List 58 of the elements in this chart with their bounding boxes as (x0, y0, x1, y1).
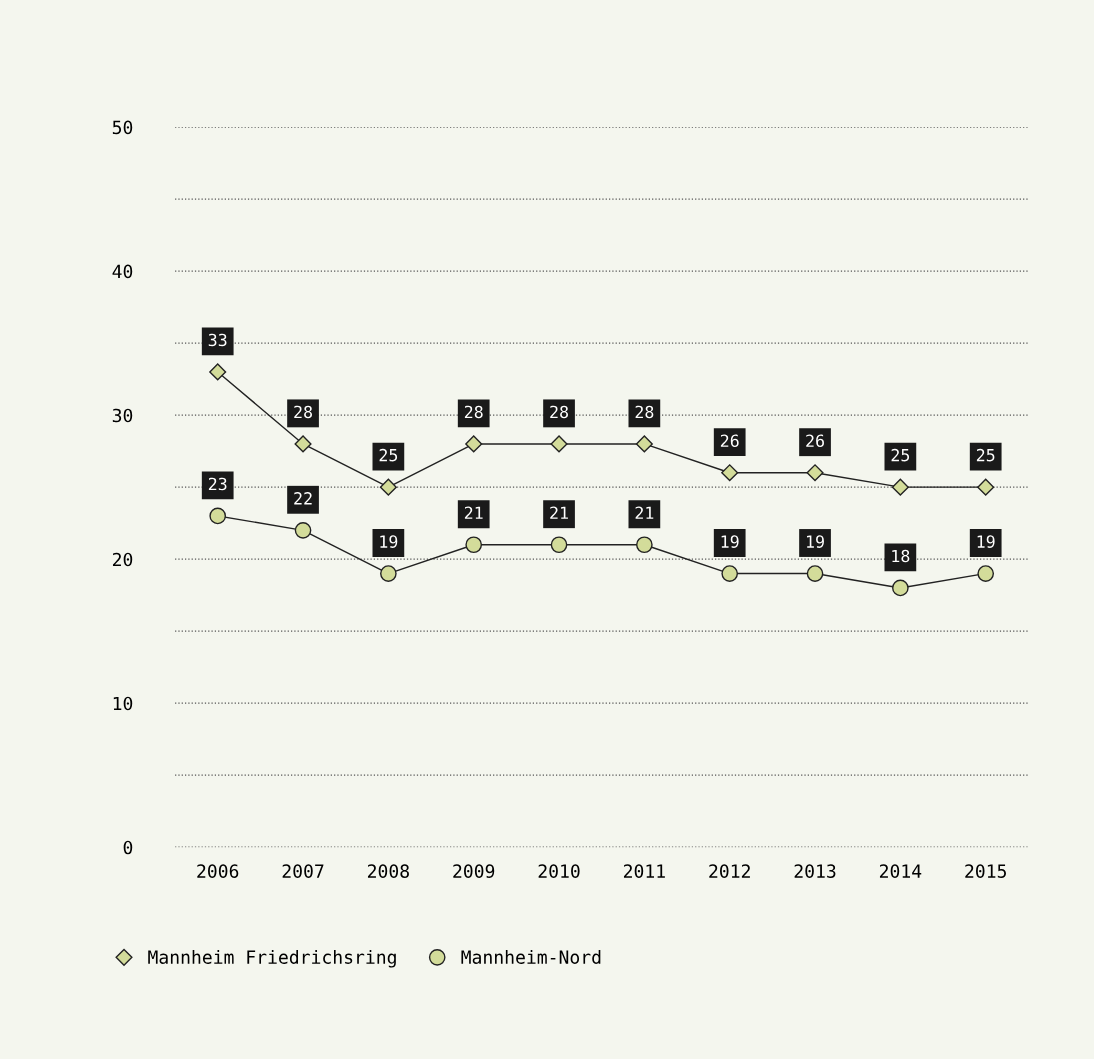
y-tick-label: 40 (112, 264, 133, 279)
data-label: 28 (550, 405, 568, 419)
point (721, 464, 739, 482)
point (209, 363, 227, 381)
x-tick-label: 2015 (965, 864, 1006, 878)
legend-label: Mannheim-Nord (461, 949, 601, 964)
data-label: 19 (380, 535, 398, 548)
point (636, 536, 653, 554)
point (380, 565, 397, 582)
x-tick-label: 2007 (282, 864, 324, 878)
data-label: 25 (976, 448, 995, 462)
data-label: 19 (807, 535, 824, 548)
x-tick-label: 2013 (794, 864, 836, 878)
point (891, 478, 909, 496)
point (294, 522, 312, 539)
data-label: 21 (464, 506, 483, 519)
x-tick-label: 2014 (879, 864, 922, 878)
data-label: 25 (891, 448, 910, 462)
point (550, 536, 568, 554)
x-tick-label: 2006 (197, 864, 239, 878)
data-label: 28 (464, 405, 483, 419)
data-label: 26 (806, 434, 824, 448)
x-tick-label: 2009 (453, 864, 495, 878)
point (294, 435, 312, 453)
point (892, 579, 909, 597)
data-label: 25 (379, 448, 398, 462)
legend-label: Mannheim Friedrichsring (148, 949, 396, 968)
data-label: 26 (720, 434, 739, 448)
point (550, 435, 568, 453)
data-label: 28 (635, 405, 654, 419)
x-tick-label: 2011 (623, 864, 665, 878)
y-tick-label: 0 (123, 840, 133, 855)
data-label: 22 (294, 492, 312, 505)
data-label: 18 (892, 549, 910, 563)
data-label: 33 (208, 333, 227, 347)
x-tick-label: 2010 (538, 864, 580, 878)
x-tick-label: 2008 (367, 864, 409, 878)
point (209, 507, 227, 525)
point (806, 464, 824, 482)
y-tick-label: 30 (112, 408, 133, 423)
data-label: 21 (550, 506, 568, 519)
point (977, 565, 995, 582)
y-tick-label: 50 (112, 120, 133, 135)
y-tick-label: 20 (112, 552, 133, 567)
point (635, 435, 653, 453)
data-label: 21 (635, 506, 654, 519)
x-tick-label: 2012 (709, 864, 750, 878)
point (806, 565, 824, 582)
point (465, 435, 483, 453)
point (977, 478, 995, 496)
point (465, 536, 483, 554)
data-label: 28 (294, 405, 313, 419)
point (379, 478, 397, 496)
point (721, 565, 739, 582)
data-label: 19 (721, 535, 739, 548)
data-label: 23 (208, 477, 227, 491)
y-tick-label: 10 (113, 696, 133, 711)
data-label: 19 (977, 535, 995, 548)
